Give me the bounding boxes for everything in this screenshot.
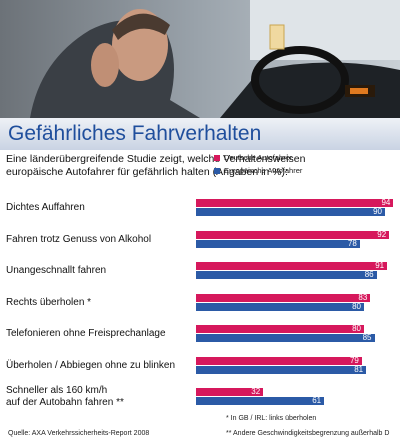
bar: [196, 356, 362, 365]
bar: [196, 302, 364, 311]
bar: [196, 271, 377, 279]
bar: [196, 397, 325, 405]
photo: [0, 0, 400, 118]
source: Quelle: AXA Verkehrssicherheits-Report 2…: [8, 430, 150, 437]
bar: [196, 325, 364, 333]
legend-swatch: [214, 168, 220, 174]
category-label: Überholen / Abbiegen ohne zu blinken: [6, 359, 176, 371]
title-bar: [0, 118, 400, 150]
value-label: 79: [349, 355, 359, 365]
subtitle: Eine länderübergreifende Studie zeigt, w…: [6, 153, 306, 178]
bar: [196, 262, 388, 270]
bar: [196, 208, 385, 216]
legend-swatch: [214, 155, 220, 161]
bar: [196, 230, 390, 239]
value-label: 85: [362, 333, 372, 342]
footnote: * In GB / IRL: links überholen: [226, 415, 317, 422]
category-label: Dichtes Auffahren: [6, 202, 85, 213]
bar: [196, 334, 375, 342]
category-label: Fahren trotz Genuss von Alkohol: [6, 233, 152, 245]
category-label: Unangeschnallt fahren: [6, 265, 107, 276]
bar: [196, 199, 394, 207]
category-label: Rechts überholen *: [6, 296, 92, 308]
category-label: Telefonieren ohne Freisprechanlage: [6, 328, 166, 339]
value-label: 83: [358, 292, 368, 302]
value-label: 78: [347, 238, 357, 248]
category-label: Schneller als 160 km/h auf der Autobahn …: [6, 385, 124, 408]
value-label: 80: [352, 324, 361, 333]
legend-label: Deutsche Autofahrer: [224, 153, 293, 162]
value-label: 91: [375, 261, 385, 270]
value-label: 86: [364, 270, 374, 279]
bar: [196, 388, 264, 396]
value-label: 61: [312, 396, 322, 405]
value-label: 92: [377, 229, 387, 239]
value-label: 80: [352, 301, 361, 311]
value-label: 81: [354, 364, 364, 374]
value-label: 32: [251, 387, 261, 396]
bar: [196, 293, 371, 302]
value-label: 90: [373, 207, 382, 216]
chart-title: Gefährliches Fahrverhalten: [8, 122, 262, 145]
value-label: 94: [381, 198, 391, 207]
bar: [196, 239, 360, 248]
footnote: ** Andere Geschwindigkeitsbegrenzung auß…: [226, 430, 390, 437]
bar: [196, 365, 367, 374]
legend-label: Europäische Autofahrer: [224, 166, 303, 175]
